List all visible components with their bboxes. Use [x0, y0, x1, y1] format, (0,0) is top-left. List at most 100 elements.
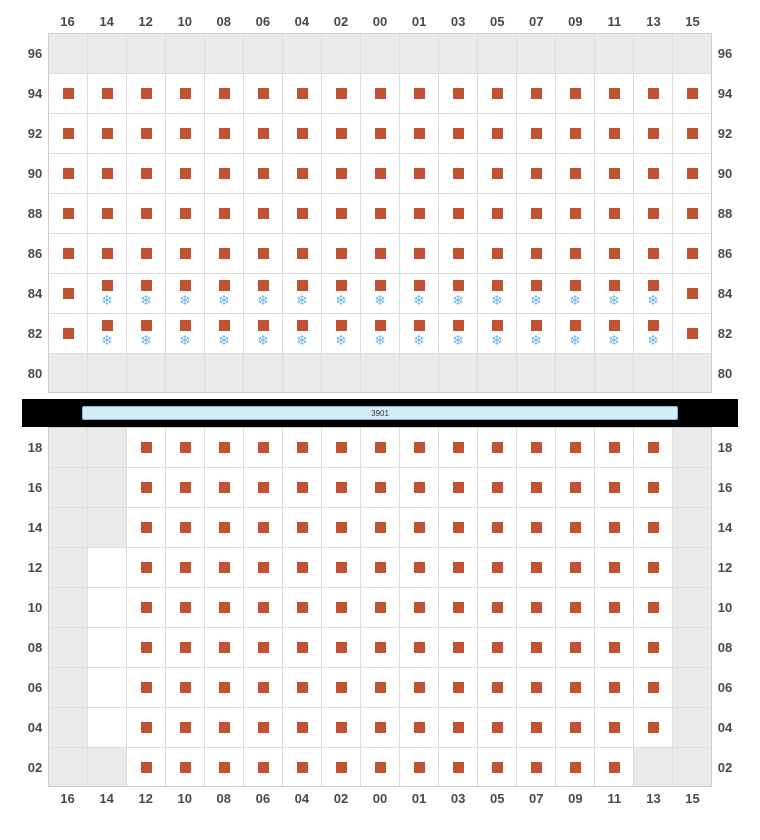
seat-cell[interactable] — [594, 428, 633, 467]
seat-cell[interactable] — [360, 154, 399, 193]
seat-cell[interactable] — [243, 508, 282, 547]
seat-cell[interactable] — [672, 314, 711, 353]
seat-cell[interactable] — [399, 234, 438, 273]
seat-cell[interactable] — [282, 154, 321, 193]
seat-cell[interactable]: ❄ — [165, 314, 204, 353]
seat-cell[interactable] — [438, 588, 477, 627]
seat-cell[interactable] — [126, 668, 165, 707]
seat-cell[interactable] — [87, 114, 126, 153]
seat-cell[interactable] — [360, 468, 399, 507]
seat-cell[interactable] — [243, 548, 282, 587]
seat-cell[interactable] — [243, 194, 282, 233]
seat-cell[interactable] — [594, 748, 633, 786]
seat-cell[interactable] — [594, 548, 633, 587]
seat-cell[interactable] — [126, 154, 165, 193]
seat-cell[interactable]: ❄ — [633, 274, 672, 313]
seat-cell[interactable] — [49, 194, 87, 233]
seat-cell[interactable] — [399, 428, 438, 467]
seat-cell[interactable] — [594, 194, 633, 233]
seat-cell[interactable] — [594, 234, 633, 273]
seat-cell[interactable] — [516, 508, 555, 547]
seat-cell[interactable] — [321, 468, 360, 507]
seat-cell[interactable] — [126, 114, 165, 153]
seat-cell[interactable]: ❄ — [87, 274, 126, 313]
seat-cell[interactable] — [516, 194, 555, 233]
seat-cell[interactable] — [360, 234, 399, 273]
seat-cell[interactable] — [633, 628, 672, 667]
seat-cell[interactable]: ❄ — [555, 274, 594, 313]
seat-cell[interactable]: ❄ — [399, 314, 438, 353]
seat-cell[interactable] — [204, 588, 243, 627]
seat-cell[interactable] — [126, 234, 165, 273]
seat-cell[interactable] — [672, 74, 711, 113]
seat-cell[interactable] — [49, 74, 87, 113]
seat-cell[interactable] — [282, 114, 321, 153]
seat-cell[interactable] — [204, 708, 243, 747]
seat-cell[interactable] — [49, 274, 87, 313]
seat-cell[interactable] — [594, 74, 633, 113]
seat-cell[interactable] — [243, 154, 282, 193]
seat-cell[interactable] — [165, 508, 204, 547]
seat-cell[interactable] — [165, 114, 204, 153]
seat-cell[interactable] — [204, 668, 243, 707]
seat-cell[interactable] — [282, 74, 321, 113]
seat-cell[interactable] — [399, 748, 438, 786]
seat-cell[interactable] — [49, 234, 87, 273]
seat-cell[interactable] — [438, 234, 477, 273]
seat-cell[interactable] — [555, 548, 594, 587]
seat-cell[interactable]: ❄ — [594, 314, 633, 353]
seat-cell[interactable]: ❄ — [87, 314, 126, 353]
seat-cell[interactable] — [594, 154, 633, 193]
seat-cell[interactable] — [633, 194, 672, 233]
seat-cell[interactable] — [477, 468, 516, 507]
seat-cell[interactable] — [477, 428, 516, 467]
seat-cell[interactable] — [321, 588, 360, 627]
seat-cell[interactable] — [282, 668, 321, 707]
seat-cell[interactable] — [282, 588, 321, 627]
seat-cell[interactable] — [321, 428, 360, 467]
seat-cell[interactable] — [360, 114, 399, 153]
seat-cell[interactable] — [49, 314, 87, 353]
seat-cell[interactable]: ❄ — [282, 314, 321, 353]
seat-cell[interactable] — [360, 508, 399, 547]
seat-cell[interactable] — [438, 508, 477, 547]
seat-cell[interactable] — [477, 114, 516, 153]
seat-cell[interactable] — [165, 588, 204, 627]
seat-cell[interactable] — [633, 428, 672, 467]
seat-cell[interactable] — [438, 468, 477, 507]
seat-cell[interactable] — [204, 74, 243, 113]
seat-cell[interactable] — [321, 628, 360, 667]
seat-cell[interactable] — [360, 74, 399, 113]
seat-cell[interactable] — [282, 194, 321, 233]
seat-cell[interactable]: ❄ — [360, 274, 399, 313]
seat-cell[interactable] — [438, 428, 477, 467]
seat-cell[interactable] — [360, 748, 399, 786]
seat-cell[interactable] — [555, 748, 594, 786]
seat-cell[interactable] — [438, 628, 477, 667]
seat-cell[interactable] — [516, 628, 555, 667]
seat-cell[interactable] — [165, 668, 204, 707]
seat-cell[interactable]: ❄ — [321, 274, 360, 313]
seat-cell[interactable] — [594, 114, 633, 153]
seat-cell[interactable] — [477, 628, 516, 667]
seat-cell[interactable] — [399, 708, 438, 747]
seat-cell[interactable] — [126, 588, 165, 627]
seat-cell[interactable] — [165, 234, 204, 273]
seat-cell[interactable] — [360, 548, 399, 587]
seat-cell[interactable] — [516, 588, 555, 627]
seat-cell[interactable]: ❄ — [555, 314, 594, 353]
seat-cell[interactable] — [243, 668, 282, 707]
seat-cell[interactable]: ❄ — [165, 274, 204, 313]
seat-cell[interactable] — [243, 234, 282, 273]
seat-cell[interactable] — [633, 74, 672, 113]
seat-cell[interactable] — [477, 234, 516, 273]
seat-cell[interactable] — [516, 154, 555, 193]
seat-cell[interactable] — [126, 468, 165, 507]
seat-cell[interactable] — [399, 154, 438, 193]
seat-cell[interactable] — [321, 234, 360, 273]
seat-cell[interactable]: ❄ — [399, 274, 438, 313]
seat-cell[interactable] — [477, 748, 516, 786]
seat-cell[interactable] — [633, 468, 672, 507]
seat-cell[interactable] — [204, 468, 243, 507]
seat-cell[interactable] — [555, 468, 594, 507]
